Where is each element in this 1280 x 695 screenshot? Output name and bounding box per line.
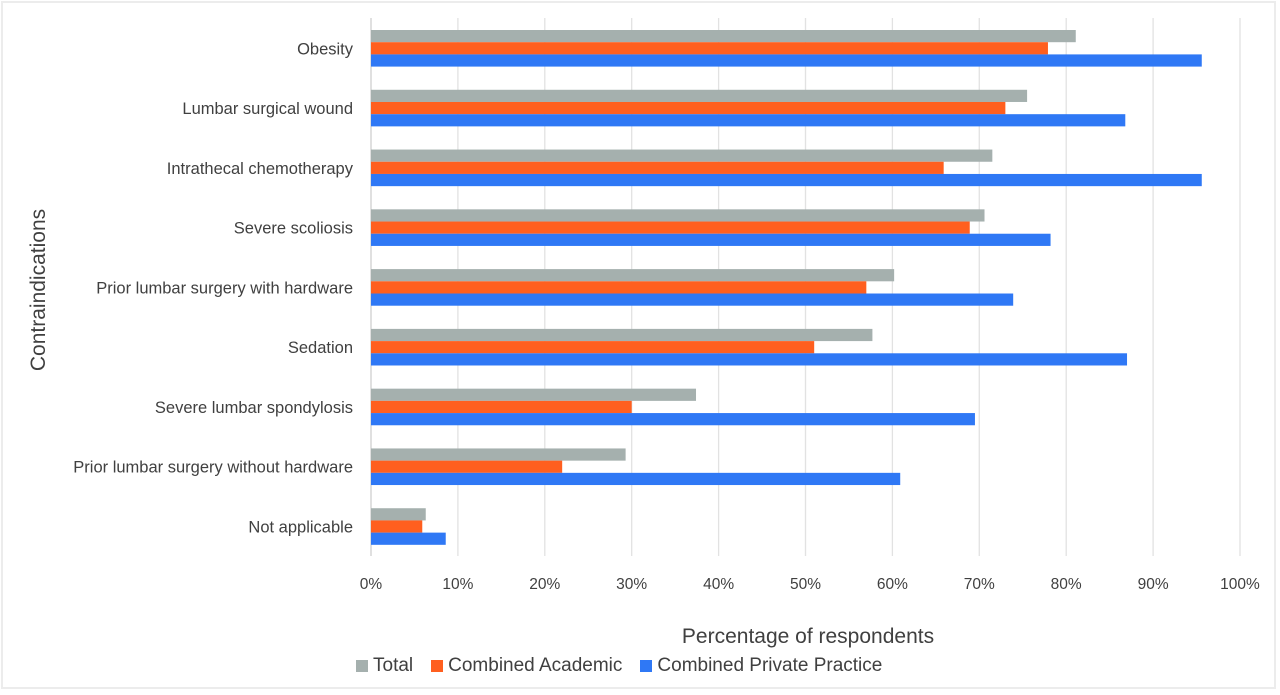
x-tick-label: 20% <box>529 576 560 593</box>
legend-item-combined-private-practice: Combined Private Practice <box>640 655 882 677</box>
bar-combined-private-practice-obesity <box>371 54 1202 67</box>
bar-combined-academic-intrathecal-chemotherapy <box>371 161 944 174</box>
x-tick-label: 40% <box>703 576 734 593</box>
x-tick-label: 70% <box>964 576 995 593</box>
category-label: Severe scoliosis <box>234 220 353 238</box>
x-tick-label: 50% <box>790 576 821 593</box>
bar-combined-academic-severe-scoliosis <box>371 221 970 234</box>
legend-label-combined-academic: Combined Academic <box>448 655 623 676</box>
bar-total-prior-lumbar-surgery-with-hardware <box>371 269 895 282</box>
bar-combined-private-practice-lumbar-surgical-wound <box>371 114 1126 127</box>
x-tick-label: 100% <box>1220 576 1260 593</box>
bar-combined-private-practice-intrathecal-chemotherapy <box>371 173 1202 187</box>
bars <box>371 30 1202 545</box>
bar-total-intrathecal-chemotherapy <box>371 149 993 162</box>
category-label: Lumbar surgical wound <box>182 100 353 118</box>
bar-combined-academic-not-applicable <box>371 520 423 533</box>
bar-total-lumbar-surgical-wound <box>371 89 1028 102</box>
category-label: Not applicable <box>248 519 353 537</box>
bar-total-severe-scoliosis <box>371 209 985 222</box>
x-tick-label: 10% <box>442 576 473 593</box>
category-label: Obesity <box>297 40 354 58</box>
bar-total-not-applicable <box>371 508 426 521</box>
category-label: Prior lumbar surgery without hardware <box>73 459 353 477</box>
x-tick-label: 0% <box>360 576 383 593</box>
category-labels: Obesity Lumbar surgical wound Intrathecal … <box>73 40 353 536</box>
bar-combined-private-practice-severe-lumbar-spondylosis <box>371 413 975 426</box>
category-label: Intrathecal chemotherapy <box>167 160 354 178</box>
legend-swatch-total <box>356 660 368 672</box>
bar-combined-academic-lumbar-surgical-wound <box>371 101 1006 115</box>
category-label: Prior lumbar surgery with hardware <box>96 279 353 297</box>
bar-total-severe-lumbar-spondylosis <box>371 388 697 401</box>
bar-total-sedation <box>371 328 873 342</box>
bar-combined-private-practice-severe-scoliosis <box>371 233 1051 246</box>
legend: Total Combined Academic Combined Private… <box>356 655 900 677</box>
bar-total-obesity <box>371 30 1076 43</box>
bar-combined-academic-prior-lumbar-surgery-with-hardware <box>371 281 867 294</box>
x-tick-labels: 0% 10% 20% 30% 40% 50% 60% 70% 80% 90% 100% <box>360 576 1260 593</box>
bar-combined-academic-prior-lumbar-surgery-without-hardware <box>371 460 563 473</box>
y-axis-title: Contraindications <box>27 209 50 371</box>
legend-swatch-combined-private-practice <box>640 660 653 672</box>
x-tick-label: 80% <box>1051 576 1082 593</box>
x-axis-title: Percentage of respondents <box>682 625 934 648</box>
category-label: Severe lumbar spondylosis <box>155 399 353 417</box>
bar-combined-private-practice-not-applicable <box>371 532 446 545</box>
x-tick-label: 90% <box>1138 576 1169 593</box>
bar-combined-academic-severe-lumbar-spondylosis <box>371 400 632 414</box>
bar-combined-private-practice-prior-lumbar-surgery-without-hardware <box>371 472 901 486</box>
legend-label-combined-private-practice: Combined Private Practice <box>657 655 883 676</box>
legend-label-total: Total <box>373 655 414 676</box>
bar-combined-academic-obesity <box>371 42 1048 55</box>
legend-item-combined-academic: Combined Academic <box>431 655 622 677</box>
x-tick-label: 30% <box>616 576 647 593</box>
bar-combined-private-practice-sedation <box>371 353 1128 366</box>
legend-item-total: Total <box>356 655 413 677</box>
category-label: Sedation <box>288 339 353 357</box>
bar-combined-private-practice-prior-lumbar-surgery-with-hardware <box>371 293 1014 306</box>
x-tick-label: 60% <box>877 576 908 593</box>
legend-swatch-combined-academic <box>431 660 444 672</box>
bar-total-prior-lumbar-surgery-without-hardware <box>371 448 626 461</box>
bar-combined-academic-sedation <box>371 341 815 354</box>
